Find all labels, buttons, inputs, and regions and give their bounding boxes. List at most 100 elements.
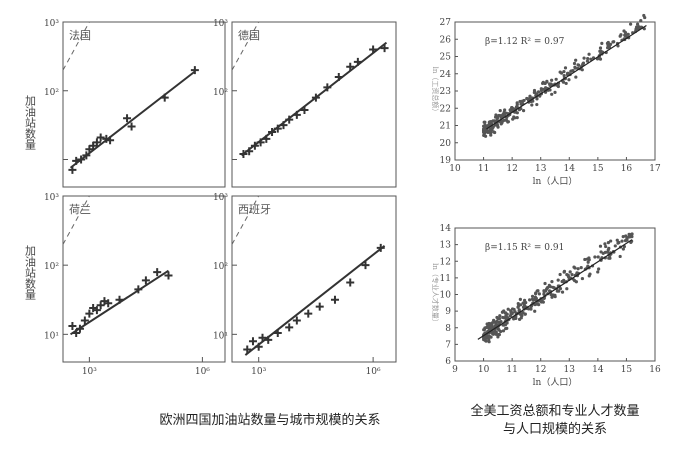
data-point: [553, 90, 557, 94]
x-tick-label: 9: [452, 365, 458, 375]
data-point: [596, 255, 600, 259]
data-point: [304, 309, 313, 318]
data-point: [560, 290, 565, 294]
data-point: [589, 57, 593, 61]
identity-line: [62, 195, 90, 245]
panel-title: 西班牙: [238, 203, 271, 216]
data-point: [521, 301, 525, 305]
data-point: [292, 110, 301, 119]
data-point: [558, 287, 563, 291]
data-point: [369, 45, 378, 54]
x-tick-label: 10³: [251, 367, 266, 377]
data-point: [239, 150, 248, 158]
data-point: [598, 46, 603, 50]
data-point: [524, 301, 528, 305]
data-point: [522, 98, 526, 103]
data-point: [96, 301, 105, 310]
panel-title: 荷兰: [69, 203, 91, 216]
chart-panel-4: 10¹ 10² 10³ 10³ 10⁶ 西班牙: [213, 193, 397, 377]
data-point: [501, 315, 505, 320]
data-point: [164, 271, 173, 280]
data-point: [504, 314, 508, 318]
data-point: [487, 123, 491, 127]
y-tick-label: 24: [440, 70, 452, 80]
x-tick-label: 14: [564, 164, 576, 174]
data-point: [626, 32, 630, 36]
data-point: [596, 270, 600, 274]
data-point: [521, 311, 525, 315]
data-point: [525, 96, 529, 101]
data-point: [153, 268, 162, 277]
y-tick-label: 8: [445, 324, 451, 334]
data-point: [516, 305, 520, 309]
data-point: [315, 302, 324, 311]
data-point: [599, 250, 603, 254]
y-tick-label: 10²: [213, 262, 228, 272]
data-point: [516, 302, 520, 306]
data-point: [273, 124, 282, 133]
x-axis-label: ln（人口）: [533, 377, 578, 388]
data-point: [550, 280, 554, 284]
data-point: [576, 267, 580, 271]
data-point: [547, 283, 551, 287]
panel-title: 德国: [238, 28, 260, 42]
data-point: [530, 294, 535, 298]
data-point: [572, 265, 576, 269]
x-tick-label: 14: [592, 365, 604, 375]
left-caption: 欧洲四国加油站数量与城市规模的关系: [159, 413, 381, 428]
data-point: [279, 121, 288, 130]
x-tick-label: 12: [535, 365, 546, 375]
data-point: [353, 57, 362, 66]
y-tick-label: 10³: [44, 193, 59, 203]
data-point: [334, 73, 343, 81]
data-point: [570, 273, 574, 277]
data-point: [532, 90, 536, 95]
data-point: [567, 78, 571, 82]
y-tick-label: 19: [440, 156, 452, 166]
data-point: [543, 281, 547, 286]
x-tick-label: 12: [506, 164, 517, 174]
chart-panel-1: 10² 10³ 法国: [44, 19, 226, 188]
data-point: [562, 270, 566, 274]
data-point: [533, 296, 538, 300]
data-point: [484, 129, 488, 133]
data-point: [376, 243, 385, 252]
y-axis-label: ln（工资总额）: [431, 67, 440, 116]
data-point: [598, 49, 602, 53]
data-point: [505, 326, 509, 330]
data-point: [606, 46, 610, 50]
data-point: [564, 81, 568, 86]
data-point: [572, 61, 577, 66]
y-tick-label: 7: [445, 340, 451, 350]
y-tick-label: 20: [440, 139, 452, 149]
scatter-panel-1: 10 11 12 13 14 15 16 17 19 20 21 22 23 24 25 26 27 β=1.12…: [431, 13, 661, 187]
data-point: [141, 276, 150, 285]
data-point: [642, 13, 646, 18]
data-point: [545, 286, 550, 290]
data-point: [586, 260, 590, 264]
data-point: [254, 342, 263, 351]
data-point: [585, 59, 590, 63]
data-point: [600, 41, 604, 45]
data-point: [262, 134, 271, 143]
y-tick-label: 10³: [213, 193, 228, 203]
data-point: [553, 293, 557, 297]
data-point: [615, 238, 619, 242]
data-point: [495, 315, 499, 320]
data-point: [559, 71, 564, 75]
y-tick-label: 10³: [44, 19, 59, 29]
data-point: [256, 138, 265, 147]
data-point: [498, 316, 502, 321]
data-point: [487, 337, 491, 341]
data-point: [580, 276, 585, 281]
data-point: [562, 69, 566, 74]
data-point: [518, 99, 522, 104]
data-point: [542, 289, 546, 293]
data-point: [498, 314, 502, 318]
data-point: [613, 244, 617, 248]
fit-line: [69, 70, 196, 169]
data-point: [636, 22, 640, 26]
data-point: [102, 134, 111, 143]
